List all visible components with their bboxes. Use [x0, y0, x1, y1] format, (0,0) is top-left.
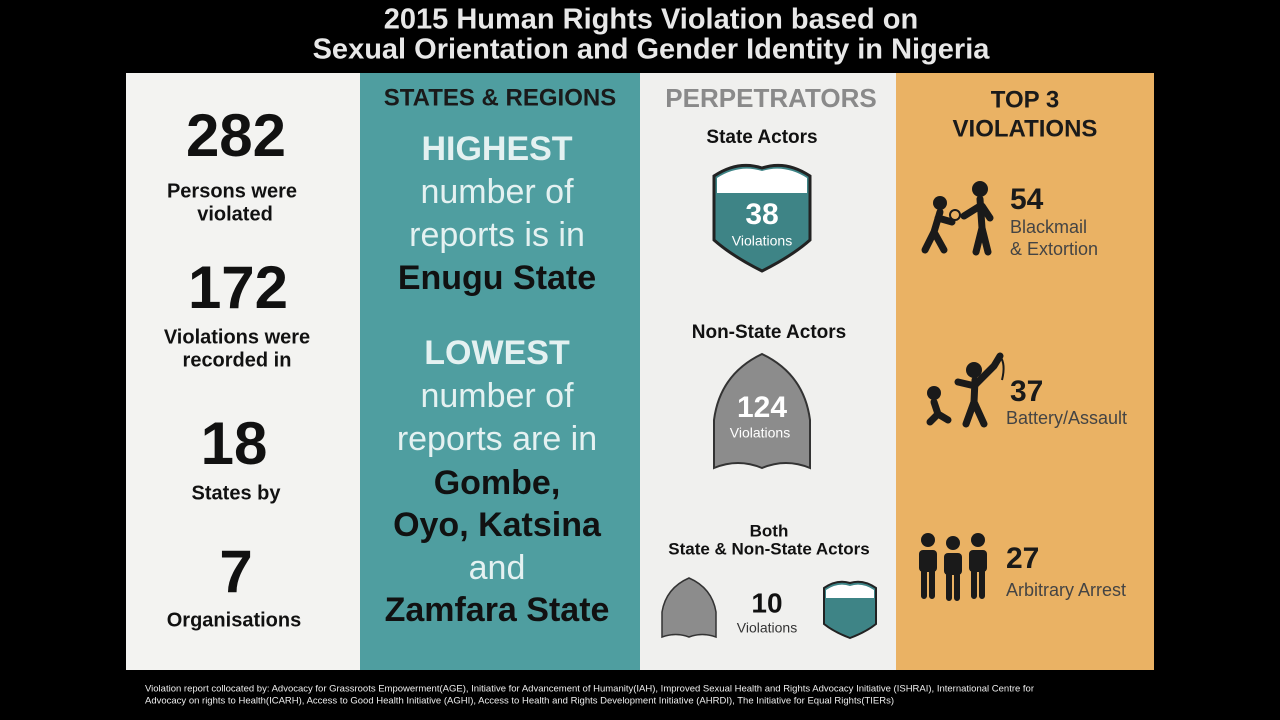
- group-name: State & Non-State Actors: [668, 539, 870, 558]
- title: Sexual Orientation and Gender Identity i…: [313, 34, 991, 66]
- states-panel: [360, 73, 640, 670]
- violation-count: 37: [1010, 375, 1043, 408]
- group-unit: Violations: [737, 620, 797, 636]
- stat-label: Organisations: [167, 609, 301, 631]
- shield-top: [826, 584, 874, 598]
- emphasis: LOWEST: [424, 334, 570, 372]
- stat-label: recorded in: [183, 349, 292, 371]
- assault-icon: [926, 352, 1005, 428]
- violation-label: Battery/Assault: [1006, 408, 1127, 428]
- text-line: number of: [420, 173, 574, 211]
- violation-label: & Extortion: [1010, 239, 1098, 259]
- violation-count: 27: [1006, 542, 1039, 575]
- stat-number: 18: [201, 410, 268, 477]
- place: Zamfara State: [385, 591, 610, 629]
- stat-label: States by: [192, 482, 282, 504]
- group-unit: Violations: [732, 233, 792, 249]
- group-name: Non-State Actors: [692, 322, 846, 343]
- emphasis: HIGHEST: [421, 130, 572, 168]
- section-heading: TOP 3: [991, 86, 1059, 113]
- arrest-icon: [919, 533, 987, 601]
- text-line: and: [469, 549, 526, 587]
- footer-note: Advocacy on rights to Health(ICARH), Acc…: [145, 696, 894, 707]
- title: 2015 Human Rights Violation based on: [384, 4, 918, 36]
- stat-label: Violations were: [164, 326, 310, 348]
- text-line: reports are in: [397, 420, 597, 458]
- stat-number: 7: [219, 538, 252, 605]
- stat-number: 172: [188, 254, 288, 321]
- violation-count: 54: [1010, 183, 1044, 216]
- violations-panel: [896, 73, 1154, 670]
- group-unit: Violations: [730, 425, 790, 441]
- violation-label: Blackmail: [1010, 217, 1087, 237]
- group-count: 38: [745, 198, 778, 231]
- violation-label: Arbitrary Arrest: [1006, 580, 1126, 600]
- text-line: number of: [420, 377, 574, 415]
- summary-panel: [126, 73, 360, 670]
- section-heading: PERPETRATORS: [665, 83, 876, 113]
- place: Enugu State: [398, 259, 596, 297]
- footer-note: Violation report collocated by: Advocacy…: [145, 684, 1034, 695]
- stat-label: Persons were: [167, 180, 297, 202]
- section-heading: VIOLATIONS: [953, 115, 1098, 142]
- shield-top: [717, 168, 807, 193]
- place: Oyo, Katsina: [393, 506, 602, 544]
- group-count: 10: [751, 587, 782, 618]
- arch-icon: [713, 352, 811, 470]
- group-name: Both: [750, 521, 789, 540]
- stat-label: violated: [197, 203, 273, 225]
- blackmail-icon: [921, 181, 994, 256]
- arch-icon: [661, 577, 717, 639]
- group-count: 124: [737, 391, 787, 424]
- section-heading: STATES & REGIONS: [384, 84, 616, 111]
- text-line: reports is in: [409, 216, 585, 254]
- stat-number: 282: [186, 102, 286, 169]
- group-name: State Actors: [706, 127, 817, 148]
- place: Gombe,: [434, 464, 561, 502]
